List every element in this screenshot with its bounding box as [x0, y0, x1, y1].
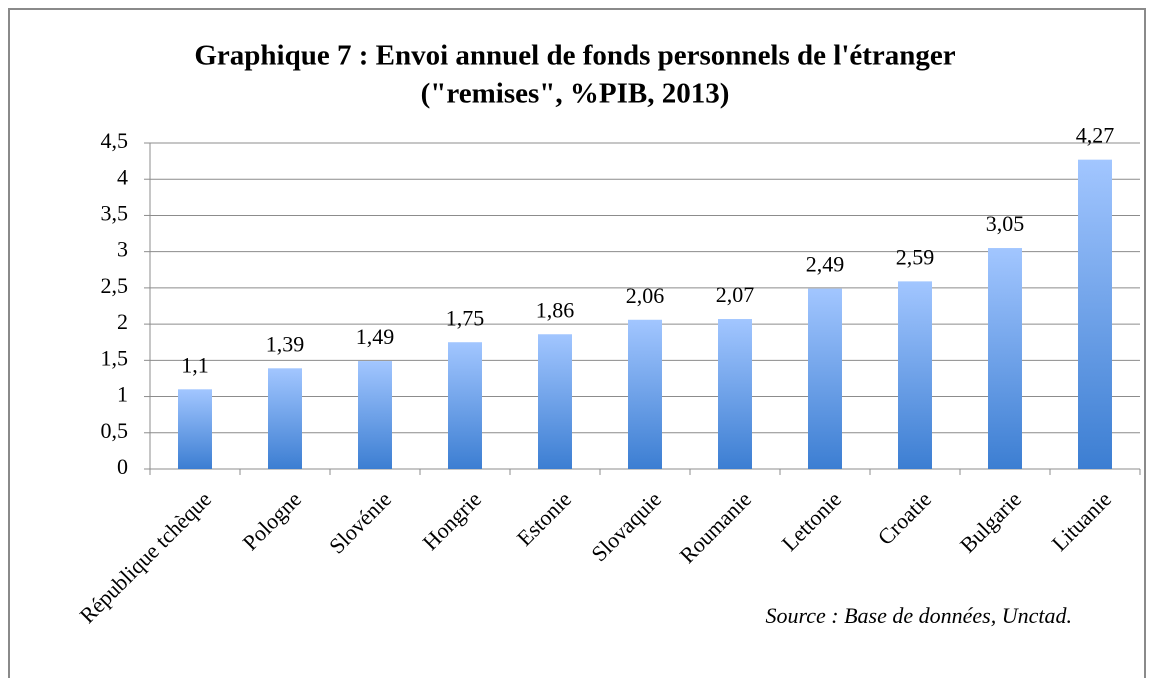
- y-tick-label: 1: [117, 382, 128, 407]
- data-label: 1,39: [266, 331, 305, 356]
- chart-title: Graphique 7 : Envoi annuel de fonds pers…: [194, 40, 955, 72]
- x-tick-label: République tchèque: [74, 486, 216, 628]
- x-tick-label: Estonie: [512, 486, 576, 550]
- bar: [538, 334, 572, 469]
- x-tick-label: Bulgarie: [955, 486, 1026, 557]
- bar: [808, 288, 842, 469]
- y-tick-label: 0: [117, 454, 128, 479]
- x-tick-label: Roumanie: [674, 486, 756, 568]
- bar: [448, 342, 482, 469]
- y-tick-label: 2,5: [101, 273, 129, 298]
- data-label: 1,49: [356, 324, 395, 349]
- y-tick-label: 4,5: [101, 128, 129, 153]
- y-tick-label: 0,5: [101, 418, 129, 443]
- data-label: 2,49: [806, 252, 845, 277]
- bar: [628, 319, 662, 469]
- data-label: 1,86: [536, 297, 575, 322]
- x-tick-label: Pologne: [237, 486, 306, 555]
- bar: [1078, 159, 1112, 469]
- x-tick-label: Lettonie: [777, 486, 847, 556]
- x-tick-label: Hongrie: [417, 486, 486, 555]
- bar: [718, 319, 752, 469]
- frame: [8, 8, 1146, 678]
- x-tick-label: Slovaquie: [586, 486, 666, 566]
- data-label: 2,59: [896, 244, 935, 269]
- bar: [988, 248, 1022, 469]
- y-tick-label: 2: [117, 309, 128, 334]
- bar: [178, 389, 212, 469]
- source-note: Source : Base de données, Unctad.: [766, 603, 1073, 628]
- data-label: 1,75: [446, 305, 485, 330]
- bar: [268, 368, 302, 469]
- x-tick-label: Lituanie: [1047, 486, 1117, 556]
- x-tick-label: Croatie: [873, 486, 936, 549]
- chart-title: ("remises", %PIB, 2013): [421, 78, 730, 110]
- y-tick-label: 3,5: [101, 200, 129, 225]
- bar: [898, 281, 932, 469]
- data-label: 3,05: [986, 211, 1025, 236]
- data-label: 2,06: [626, 283, 665, 308]
- y-tick-label: 3: [117, 237, 128, 262]
- data-label: 2,07: [716, 282, 755, 307]
- data-label: 1,1: [181, 352, 209, 377]
- y-tick-label: 1,5: [101, 345, 129, 370]
- bar: [358, 361, 392, 469]
- x-tick-label: Slovénie: [324, 486, 396, 558]
- data-label: 4,27: [1076, 123, 1115, 148]
- y-tick-label: 4: [117, 164, 128, 189]
